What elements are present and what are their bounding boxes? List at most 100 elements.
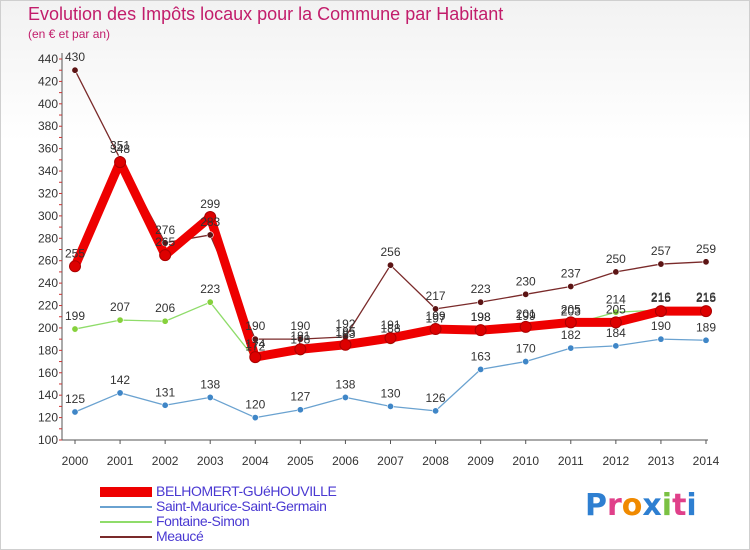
- data-point: [477, 365, 485, 373]
- y-tick-label: 140: [38, 388, 58, 402]
- data-point: [612, 342, 620, 350]
- data-point: [251, 414, 259, 422]
- data-label: 214: [606, 292, 626, 306]
- data-point: [71, 66, 79, 74]
- data-label: 189: [696, 320, 716, 334]
- x-tick-label: 2005: [287, 454, 314, 468]
- legend-item: Fontaine-Simon: [100, 513, 400, 529]
- data-label: 198: [471, 310, 491, 324]
- data-point: [519, 320, 532, 333]
- data-label: 199: [65, 309, 85, 323]
- data-point: [386, 261, 394, 269]
- data-point: [384, 332, 397, 345]
- data-label: 120: [245, 398, 265, 412]
- legend-swatch: [100, 536, 152, 538]
- data-point: [522, 290, 530, 298]
- data-point: [339, 338, 352, 351]
- data-label: 207: [110, 300, 130, 314]
- data-point: [69, 260, 81, 273]
- data-label: 183: [335, 327, 355, 341]
- data-label: 223: [200, 282, 220, 296]
- y-tick-label: 120: [38, 411, 58, 425]
- data-point: [522, 358, 530, 366]
- x-tick-label: 2008: [422, 454, 449, 468]
- data-label: 283: [200, 215, 220, 229]
- data-point: [654, 305, 667, 318]
- data-label: 172: [245, 339, 265, 353]
- data-label: 184: [606, 326, 626, 340]
- legend-label: Meaucé: [156, 528, 204, 544]
- data-point: [114, 156, 127, 169]
- data-label: 256: [380, 245, 400, 259]
- x-tick-label: 2014: [693, 454, 720, 468]
- chart-legend: BELHOMERT-GUéHOUVILLE Saint-Maurice-Saint…: [100, 483, 400, 544]
- data-label: 185: [335, 325, 355, 339]
- data-point: [206, 298, 214, 306]
- x-tick-label: 2010: [512, 454, 539, 468]
- y-tick-label: 360: [38, 142, 58, 156]
- data-point: [296, 406, 304, 414]
- legend-item: BELHOMERT-GUéHOUVILLE: [100, 483, 400, 499]
- legend-label: Fontaine-Simon: [156, 513, 250, 529]
- data-label: 205: [606, 302, 626, 316]
- data-point: [567, 344, 575, 352]
- data-point: [204, 211, 217, 224]
- data-label: 255: [65, 246, 85, 260]
- x-tick-label: 2004: [242, 454, 269, 468]
- data-label: 199: [426, 309, 446, 323]
- data-point: [71, 408, 79, 416]
- data-label: 197: [426, 311, 446, 325]
- data-point: [702, 258, 710, 266]
- x-tick-label: 2007: [377, 454, 404, 468]
- data-point: [161, 401, 169, 409]
- data-point: [564, 316, 577, 329]
- y-tick-label: 280: [38, 231, 58, 245]
- legend-item: Meaucé: [100, 528, 400, 544]
- legend-label: BELHOMERT-GUéHOUVILLE: [156, 483, 337, 499]
- data-point: [477, 298, 485, 306]
- data-label: 181: [290, 329, 310, 343]
- data-point: [161, 239, 169, 247]
- data-label: 198: [471, 310, 491, 324]
- y-tick-label: 400: [38, 97, 58, 111]
- data-label: 430: [65, 50, 85, 64]
- data-label: 188: [380, 321, 400, 335]
- data-label: 215: [651, 291, 671, 305]
- y-tick-label: 300: [38, 209, 58, 223]
- y-tick-label: 240: [38, 276, 58, 290]
- data-label: 138: [200, 377, 220, 391]
- data-point: [116, 316, 124, 324]
- logo-letter: x: [642, 488, 662, 523]
- data-label: 299: [200, 197, 220, 211]
- x-tick-label: 2002: [152, 454, 179, 468]
- data-point: [432, 305, 440, 313]
- data-point: [702, 336, 710, 344]
- logo-letter: P: [585, 488, 607, 523]
- data-point: [567, 282, 575, 290]
- data-label: 230: [516, 274, 536, 288]
- data-point: [657, 335, 665, 343]
- data-label: 199: [516, 309, 536, 323]
- data-point: [429, 323, 442, 336]
- logo-letter: r: [607, 488, 622, 523]
- legend-swatch: [100, 521, 152, 523]
- data-point: [206, 231, 214, 239]
- data-label: 142: [110, 373, 130, 387]
- data-point: [161, 317, 169, 325]
- data-point: [386, 402, 394, 410]
- data-label: 130: [380, 386, 400, 400]
- data-label: 215: [696, 291, 716, 305]
- y-tick-label: 440: [38, 52, 58, 66]
- x-tick-label: 2003: [197, 454, 224, 468]
- data-label: 138: [335, 377, 355, 391]
- data-point: [294, 343, 307, 356]
- data-label: 257: [651, 244, 671, 258]
- x-tick-label: 2006: [332, 454, 359, 468]
- logo-letter: o: [621, 488, 643, 523]
- data-label: 131: [155, 385, 175, 399]
- legend-swatch: [100, 487, 152, 497]
- y-tick-label: 340: [38, 164, 58, 178]
- data-label: 190: [290, 319, 310, 333]
- data-label: 126: [426, 391, 446, 405]
- x-tick-label: 2012: [603, 454, 630, 468]
